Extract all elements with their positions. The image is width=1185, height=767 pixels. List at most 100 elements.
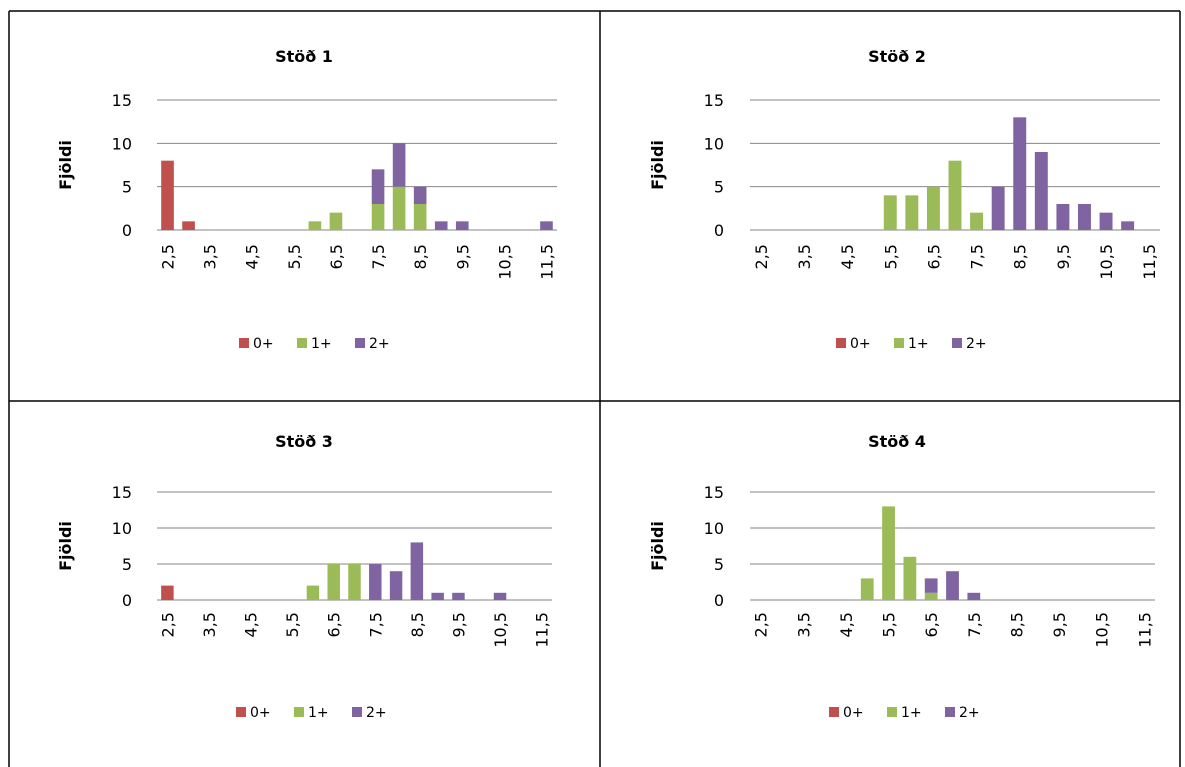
legend-swatch	[297, 338, 307, 348]
y-tick-label: 15	[112, 483, 132, 502]
legend-label: 0+	[253, 336, 274, 352]
x-tick-label: 6,5	[327, 244, 346, 269]
x-tick-label: 5,5	[880, 612, 899, 637]
legend-label: 2+	[959, 705, 980, 721]
chart-title: Stöð 4	[868, 432, 926, 451]
bar	[860, 578, 874, 600]
bar	[967, 592, 981, 600]
y-axis-label: Fjöldi	[56, 140, 75, 190]
bar	[924, 578, 938, 593]
x-tick-label: 2,5	[158, 612, 177, 637]
bar	[161, 585, 174, 600]
x-tick-label: 6,5	[922, 612, 941, 637]
bar	[392, 186, 406, 230]
legend-swatch	[355, 338, 365, 348]
y-tick-label: 5	[122, 555, 132, 574]
bar	[389, 571, 403, 600]
x-tick-label: 4,5	[838, 244, 857, 269]
y-tick-label: 5	[714, 555, 724, 574]
legend-label: 2+	[966, 336, 987, 352]
bar	[903, 556, 917, 600]
x-tick-label: 8,5	[408, 612, 427, 637]
legend-label: 1+	[308, 705, 329, 721]
x-tick-label: 2,5	[752, 244, 771, 269]
y-axis-label: Fjöldi	[648, 521, 667, 571]
bar	[493, 592, 507, 600]
chart-stod-1: Stöð 1 Fjöldi 0 5 10 15 2,5 3,5 4,5 5,5 6,5 7,5 8,5 9…	[56, 47, 557, 352]
legend-label: 0+	[850, 336, 871, 352]
x-tick-label: 9,5	[1054, 244, 1073, 269]
x-tick-label: 6,5	[325, 612, 344, 637]
y-tick-label: 0	[122, 221, 132, 240]
y-tick-label: 15	[704, 483, 724, 502]
bar	[392, 143, 406, 187]
y-tick-label: 0	[122, 591, 132, 610]
bar	[161, 160, 174, 230]
x-tick-label: 11,5	[533, 612, 552, 648]
bar	[413, 204, 427, 230]
chart-stod-3: Stöð 3 Fjöldi 0 5 10 15 2,5 3,5 4,5 5,5 6,5 7,5 8,5 9…	[56, 432, 552, 721]
legend-swatch	[894, 338, 904, 348]
x-tick-label: 7,5	[965, 612, 984, 637]
x-tick-label: 7,5	[369, 244, 388, 269]
x-tick-label: 8,5	[411, 244, 430, 269]
chart-stod-4: Stöð 4 Fjöldi 0 5 10 15 2,5 3,5 4,5 5,5 6,5 7,5 8,5 9…	[648, 432, 1155, 721]
x-tick-label: 8,5	[1011, 244, 1030, 269]
x-tick-label: 3,5	[794, 612, 813, 637]
bar	[452, 592, 465, 600]
bar	[948, 160, 962, 230]
bar	[905, 195, 919, 230]
bar	[308, 221, 322, 230]
x-tick-label: 7,5	[366, 612, 385, 637]
bar	[1099, 212, 1113, 230]
chart-stod-2: Stöð 2 Fjöldi 0 5 10 15 2,5 3,5 4,5 5,5 6,5 7,5 8,5 9…	[648, 47, 1160, 352]
bar	[371, 204, 385, 230]
bar	[1034, 152, 1048, 230]
legend-swatch	[352, 707, 362, 717]
bar	[434, 221, 448, 230]
x-tick-label: 3,5	[200, 612, 219, 637]
x-tick-label: 4,5	[243, 244, 262, 269]
x-tick-label: 5,5	[881, 244, 900, 269]
bar	[540, 221, 553, 230]
y-tick-label: 5	[714, 178, 724, 197]
x-tick-label: 9,5	[449, 612, 468, 637]
x-tick-label: 7,5	[968, 244, 987, 269]
x-tick-label: 9,5	[1050, 612, 1069, 637]
y-tick-label: 0	[714, 591, 724, 610]
legend-label: 1+	[908, 336, 929, 352]
legend-label: 2+	[369, 336, 390, 352]
legend-swatch	[945, 707, 955, 717]
bar	[924, 592, 938, 600]
x-tick-label: 2,5	[752, 612, 771, 637]
bar	[327, 564, 340, 600]
y-axis-label: Fjöldi	[648, 140, 667, 190]
legend-swatch	[887, 707, 897, 717]
y-tick-label: 10	[112, 519, 132, 538]
x-tick-label: 3,5	[201, 244, 220, 269]
y-tick-label: 5	[122, 178, 132, 197]
legend-label: 1+	[901, 705, 922, 721]
legend-swatch	[239, 338, 249, 348]
chart-title: Stöð 1	[275, 47, 333, 66]
bar	[413, 186, 427, 204]
legend-label: 2+	[366, 705, 387, 721]
legend-label: 0+	[843, 705, 864, 721]
bar	[1056, 204, 1070, 230]
bar	[455, 221, 469, 230]
bar	[1013, 117, 1027, 230]
x-tick-label: 11,5	[1135, 612, 1154, 648]
bar	[926, 186, 940, 230]
bar	[1121, 221, 1135, 230]
legend-label: 1+	[311, 336, 332, 352]
bar	[946, 571, 959, 600]
bar	[371, 169, 385, 204]
bar	[306, 585, 320, 600]
y-axis-label: Fjöldi	[56, 521, 75, 571]
x-tick-label: 4,5	[837, 612, 856, 637]
bar	[970, 212, 984, 230]
legend-swatch	[836, 338, 846, 348]
x-tick-label: 11,5	[537, 244, 556, 280]
legend-swatch	[952, 338, 962, 348]
